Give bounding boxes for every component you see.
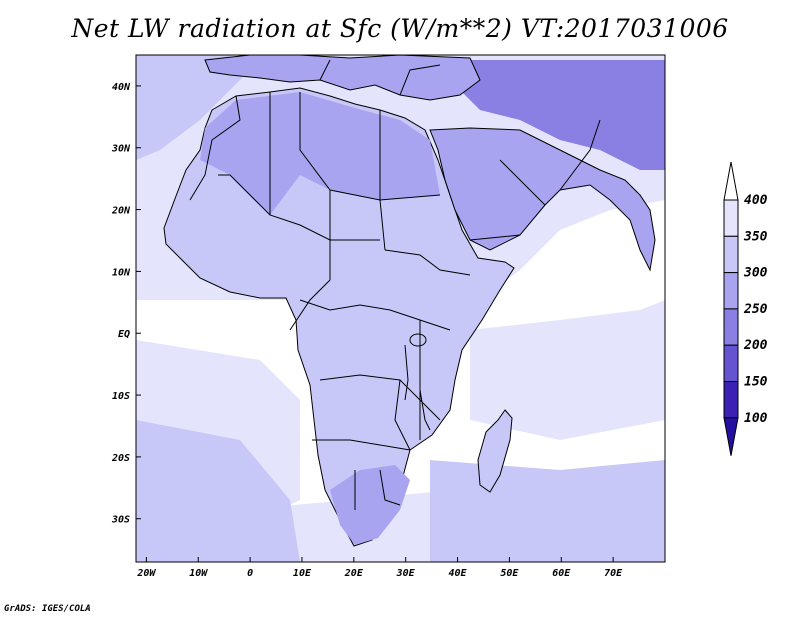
map-frame [135,54,666,563]
colorbar-arrow-top [723,161,739,201]
colorbar-swatch [723,199,739,237]
colorbar: 400 350 300 250 200 150 100 [723,161,768,456]
colorbar-label: 400 [744,193,768,208]
lon-tick-label: 60E [552,568,571,579]
lon-tick-label: 10W [189,568,208,579]
lon-tick-label: 70E [604,568,623,579]
colorbar-label: 100 [744,411,768,426]
lat-tick-label: 10N [112,267,131,278]
colorbar-swatch [723,272,739,310]
colorbar-label: 150 [744,375,768,390]
colorbar-swatch [723,381,739,419]
lon-tick-label: 0 [247,568,253,579]
colorbar-swatch [723,235,739,274]
colorbar-label: 350 [743,229,768,244]
map-title: Net LW radiation at Sfc (W/m**2) VT:2017… [71,14,729,43]
lat-tick-label: 30S [111,515,130,526]
colorbar-label: 200 [743,338,768,353]
madagascar [477,409,513,493]
map-panel [136,55,665,562]
grads-credit: GrADS: IGES/COLA [4,604,91,614]
lat-tick-label: 30N [111,144,131,155]
europe-landmass [204,55,481,101]
longitude-ticks: 20W 10W 0 10E 20E 30E 40E 50E 60E 70E [136,557,623,579]
lon-tick-label: 10E [293,568,312,579]
colorbar-swatch [723,308,739,346]
lat-tick-label: 20S [111,453,130,464]
lat-tick-label: 40N [112,82,131,93]
colorbar-label: 300 [743,266,768,281]
lon-tick-label: 30E [396,568,416,579]
lat-tick-label: EQ [118,329,130,340]
country-borders [189,59,601,510]
lon-tick-label: 20W [136,568,156,579]
asia-north [460,60,665,170]
arabia-asia-landmass [429,127,656,272]
colorbar-arrow-bottom [723,417,739,456]
colorbar-label: 250 [743,302,768,317]
lakes [404,333,431,431]
lon-tick-label: 20E [344,568,364,579]
latitude-ticks: 40N 30N 20N 10N EQ 10S 20S 30S [111,82,141,526]
south-africa-region [330,465,410,545]
colorbar-swatch [723,344,739,383]
lat-tick-label: 10S [112,391,130,402]
lon-tick-label: 50E [500,568,519,579]
lat-tick-label: 20N [111,206,131,217]
lon-tick-label: 40E [449,568,468,579]
